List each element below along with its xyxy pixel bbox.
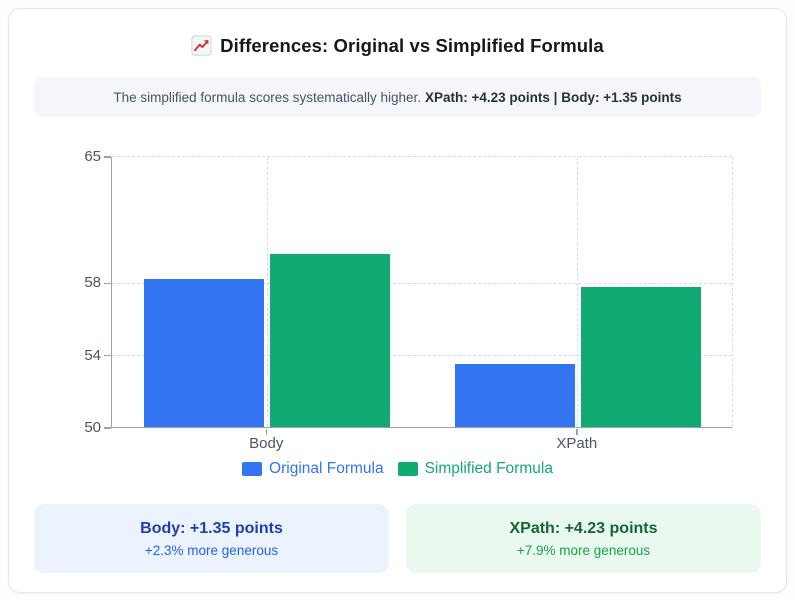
chart-increasing-icon bbox=[191, 35, 212, 56]
subtitle-text: The simplified formula scores systematic… bbox=[113, 89, 422, 105]
summary-card-subtitle: +7.9% more generous bbox=[516, 542, 651, 558]
subtitle-highlight: XPath: +4.23 points | Body: +1.35 points bbox=[425, 89, 682, 105]
x-axis-category-label: XPath bbox=[556, 435, 598, 452]
x-gridline bbox=[577, 157, 578, 427]
legend-item[interactable]: Simplified Formula bbox=[397, 460, 553, 478]
bar-original-formula-body[interactable] bbox=[144, 278, 265, 427]
summary-cards-row: Body: +1.35 points +2.3% more generous X… bbox=[34, 504, 761, 573]
legend-item[interactable]: Original Formula bbox=[242, 460, 384, 478]
legend-swatch bbox=[242, 462, 263, 476]
y-axis-tick bbox=[104, 282, 111, 285]
x-axis-tick bbox=[576, 429, 578, 435]
summary-card-title: Body: +1.35 points bbox=[140, 519, 283, 537]
y-axis-tick bbox=[104, 156, 111, 158]
legend-swatch bbox=[397, 462, 418, 476]
page-title-text: Differences: Original vs Simplified Form… bbox=[220, 35, 604, 56]
bar-chart: 50 54 58 65 Body XPath bbox=[9, 9, 786, 592]
x-axis-tick bbox=[265, 429, 267, 435]
y-gridline bbox=[112, 354, 732, 356]
y-gridline bbox=[112, 282, 732, 284]
y-axis-tick-label: 58 bbox=[84, 274, 101, 292]
bar-simplified-formula-body[interactable] bbox=[270, 254, 391, 427]
plot-area bbox=[111, 156, 734, 428]
subtitle-banner: The simplified formula scores systematic… bbox=[34, 77, 761, 117]
summary-card: XPath: +4.23 points +7.9% more generous bbox=[406, 504, 761, 573]
summary-card: Body: +1.35 points +2.3% more generous bbox=[34, 504, 389, 573]
y-axis-tick-label: 65 bbox=[84, 148, 101, 165]
x-axis-category-label: Body bbox=[249, 435, 284, 452]
y-axis-tick-label: 50 bbox=[84, 419, 101, 436]
y-axis-tick-label: 54 bbox=[84, 346, 101, 364]
y-axis-tick bbox=[104, 427, 111, 429]
legend-label: Simplified Formula bbox=[424, 460, 553, 477]
y-gridline bbox=[112, 156, 732, 158]
chart-legend: Original Formula Simplified Formula bbox=[9, 460, 786, 478]
page-title: Differences: Original vs Simplified Form… bbox=[9, 35, 786, 57]
chart-card: Differences: Original vs Simplified Form… bbox=[8, 8, 787, 593]
bar-simplified-formula-xpath[interactable] bbox=[580, 287, 701, 427]
summary-card-subtitle: +2.3% more generous bbox=[144, 542, 279, 558]
summary-card-title: XPath: +4.23 points bbox=[509, 519, 658, 537]
y-axis-tick bbox=[104, 354, 111, 357]
legend-label: Original Formula bbox=[269, 460, 384, 477]
x-gridline bbox=[266, 157, 268, 427]
x-gridline-right bbox=[732, 157, 734, 427]
bar-original-formula-xpath[interactable] bbox=[454, 363, 575, 427]
